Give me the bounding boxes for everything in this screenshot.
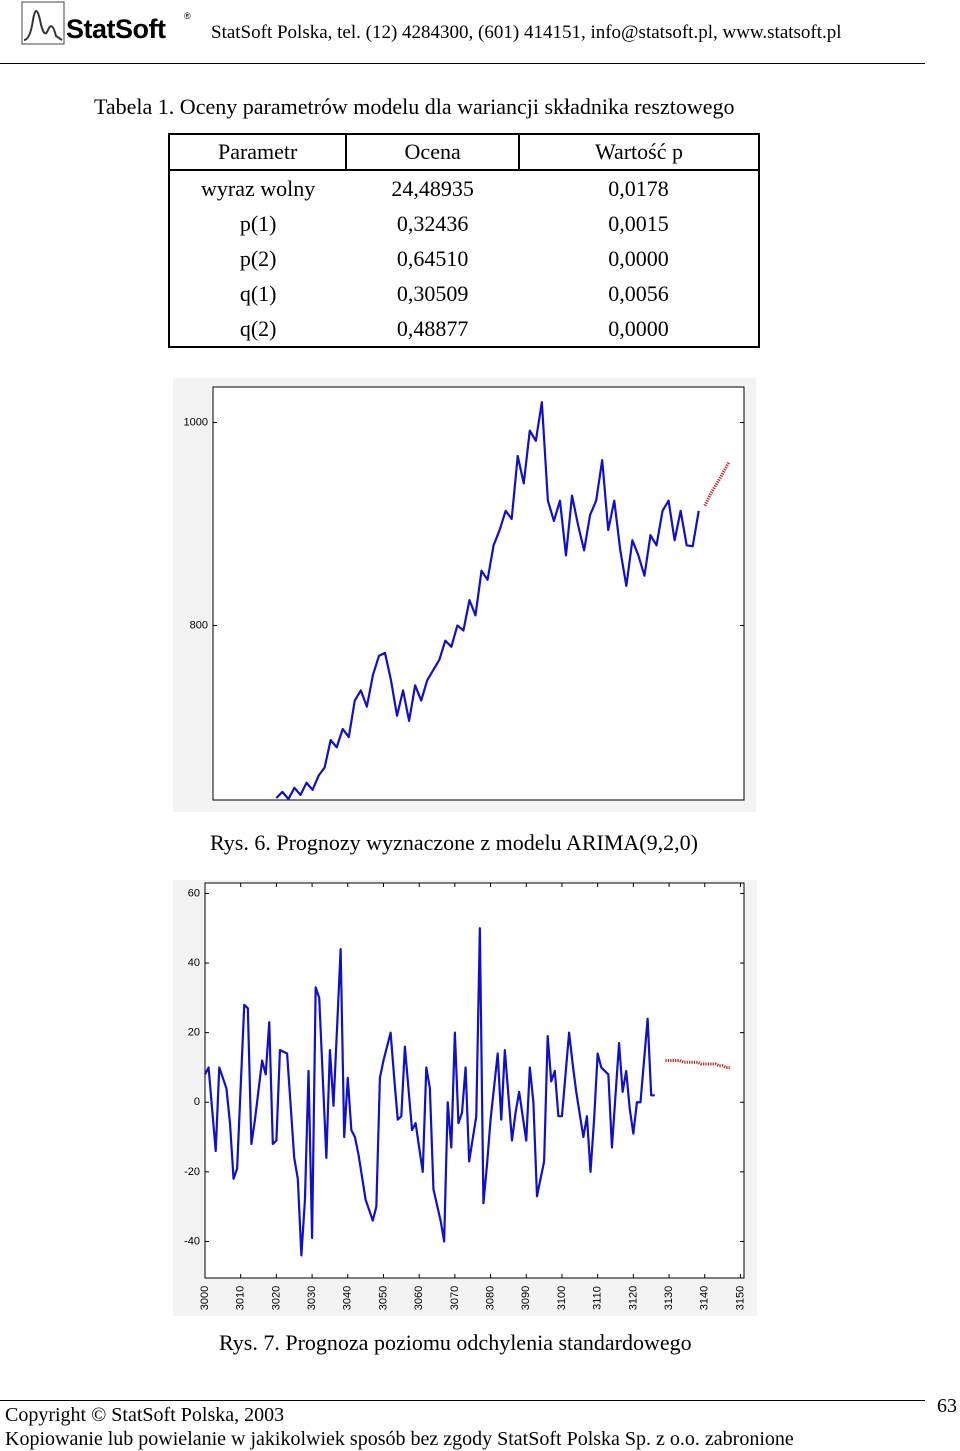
footer-notice: Kopiowanie lub powielanie w jakikolwiek … [5,1428,794,1450]
table-cell: 0,0178 [608,175,669,201]
logo-icon [21,1,65,45]
table-row: p(1) 0,32436 0,0015 [169,206,759,241]
x-tick-label: 3130 [663,1286,675,1310]
table-cell: 0,0000 [608,245,669,271]
table-row: q(2) 0,48877 0,0000 [169,311,759,347]
y-tick-label: 60 [188,887,200,899]
x-tick-label: 3010 [235,1286,247,1310]
table-cell: q(2) [239,315,277,341]
x-tick-label: 3060 [413,1286,425,1310]
series-line [703,461,731,507]
table-cell: p(2) [239,245,277,271]
figure-caption: Rys. 6. Prognozy wyznaczone z modelu ARI… [210,830,698,855]
table-row: q(1) 0,30509 0,0056 [169,276,759,311]
page-number: 63 [937,1395,957,1417]
x-tick-label: 3100 [556,1286,568,1310]
y-tick-label: 0 [194,1096,200,1108]
x-tick-label: 3030 [306,1286,318,1310]
y-tick-label: 1000 [184,416,208,428]
table-cell: 0,0000 [608,315,669,341]
series-line [275,401,700,801]
logo-text: StatSoft [66,14,166,44]
column-header: Ocena [346,134,520,170]
series-line [204,927,655,1257]
y-tick-label: 40 [188,957,200,969]
table-cell: p(1) [239,210,277,236]
x-tick-label: 3070 [449,1286,461,1310]
table-header-row: Parametr Ocena Wartość p [169,134,759,170]
table-cell: 0,32436 [396,210,469,236]
charts: 800 1000 3000 3010 3020 3030 3040 3050 3060 3070 3… [173,378,757,1316]
x-tick-label: 3020 [270,1286,282,1310]
plot-area [204,882,745,1279]
y-tick-label: 20 [188,1027,200,1039]
table-row: p(2) 0,64510 0,0000 [169,241,759,276]
column-header: Wartość p [594,139,683,164]
footer-copyright: Copyright © StatSoft Polska, 2003 [5,1404,285,1426]
x-tick-label: 3120 [627,1286,639,1310]
x-tick-label: 3140 [699,1286,711,1310]
table-cell: 0,48877 [396,315,469,341]
x-tick-label: 3110 [592,1286,604,1310]
x-tick-label: 3080 [484,1286,496,1310]
figure-caption: Rys. 7. Prognoza poziomu odchylenia stan… [219,1330,692,1355]
y-tick-label: 800 [190,619,208,631]
table-cell: 0,30509 [396,280,469,306]
y-tick-label: -20 [184,1166,200,1178]
x-tick-label: 3000 [199,1286,211,1310]
table-cell: 0,0056 [608,280,669,306]
x-tick-label: 3040 [342,1286,354,1310]
series-line [665,1058,730,1069]
table: Parametr Ocena Wartość p wyraz wolny 24,4893… [168,133,760,348]
column-header: Parametr [169,134,348,170]
x-tick-label: 3090 [520,1286,532,1310]
table-cell: 0,0015 [608,210,669,236]
x-tick-label: 3150 [734,1286,746,1310]
y-tick-label: -40 [184,1235,200,1247]
table-cell: wyraz wolny [201,175,316,201]
header-contact: StatSoft Polska, tel. (12) 4284300, (601… [211,22,842,43]
table-cell: 0,64510 [396,245,469,271]
table-title: Tabela 1. Oceny parametrów modelu dla wa… [94,94,735,119]
table-row: wyraz wolny 24,48935 0,0178 [169,170,759,206]
logo-curve [23,10,63,41]
table-cell: 24,48935 [391,175,474,201]
x-tick-label: 3050 [377,1286,389,1310]
logo-mark: ® [184,11,191,21]
table-cell: q(1) [239,280,277,306]
